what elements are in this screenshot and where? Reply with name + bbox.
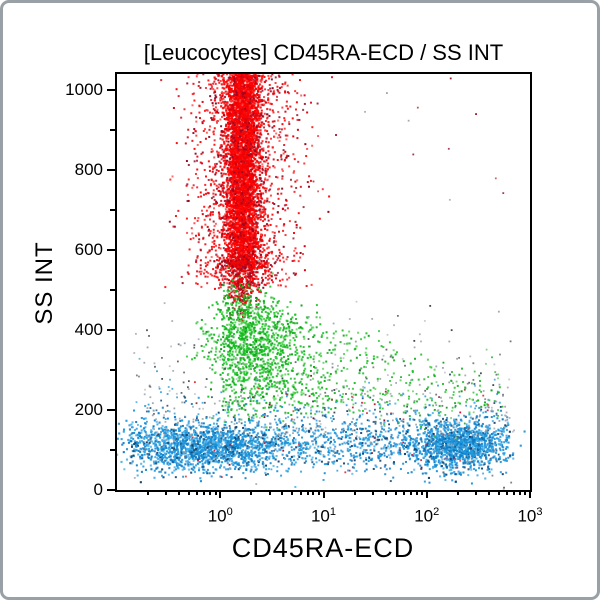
- x-minor-tick: [384, 490, 387, 495]
- x-minor-tick: [497, 490, 500, 495]
- x-minor-tick: [518, 490, 521, 495]
- x-major-tick: [219, 490, 222, 498]
- x-minor-tick: [214, 490, 217, 495]
- x-minor-tick: [203, 490, 206, 495]
- x-minor-tick: [353, 490, 356, 495]
- x-minor-tick: [371, 490, 374, 495]
- x-minor-tick: [456, 490, 459, 495]
- y-major-tick: [107, 489, 116, 491]
- x-tick-label: 102: [414, 506, 440, 526]
- y-tick-label: 1000: [65, 80, 103, 99]
- x-major-tick: [322, 490, 325, 498]
- y-minor-tick: [110, 209, 116, 211]
- x-minor-tick: [409, 490, 412, 495]
- x-minor-tick: [165, 490, 168, 495]
- plot-title: [Leucocytes] CD45RA-ECD / SS INT: [143, 40, 504, 65]
- x-minor-tick: [513, 490, 515, 495]
- x-tick-label: 103: [517, 506, 543, 526]
- x-minor-tick: [506, 490, 509, 495]
- y-tick-label: 200: [74, 400, 103, 419]
- x-minor-tick: [306, 490, 309, 495]
- y-tick-label: 800: [74, 160, 103, 179]
- x-minor-tick: [415, 490, 418, 495]
- x-major-tick: [425, 490, 428, 498]
- x-minor-tick: [178, 490, 181, 495]
- y-minor-tick: [110, 449, 116, 451]
- x-axis-label: CD45RA-ECD: [231, 533, 415, 563]
- x-minor-tick: [312, 490, 315, 495]
- x-minor-tick: [209, 490, 212, 495]
- x-minor-tick: [188, 490, 191, 495]
- x-minor-tick: [317, 490, 320, 495]
- x-minor-tick: [475, 490, 477, 495]
- x-minor-tick: [250, 490, 253, 495]
- x-tick-label: 101: [310, 506, 337, 526]
- x-major-tick: [529, 490, 531, 498]
- y-tick-label: 0: [93, 480, 103, 499]
- y-minor-tick: [110, 129, 116, 131]
- y-minor-tick: [110, 289, 116, 291]
- x-minor-tick: [421, 490, 424, 495]
- y-major-tick: [107, 169, 116, 171]
- y-minor-tick: [110, 369, 116, 371]
- scatter-canvas: [117, 74, 530, 490]
- x-minor-tick: [147, 490, 150, 495]
- x-minor-tick: [487, 490, 490, 495]
- y-major-tick: [107, 409, 116, 411]
- x-minor-tick: [394, 490, 397, 495]
- y-tick-label: 600: [74, 240, 103, 259]
- y-major-tick: [107, 89, 116, 91]
- y-major-tick: [107, 329, 116, 331]
- x-minor-tick: [196, 490, 199, 495]
- y-major-tick: [107, 249, 116, 251]
- x-minor-tick: [299, 490, 302, 495]
- x-minor-tick: [268, 490, 271, 495]
- x-minor-tick: [291, 490, 294, 495]
- x-minor-tick: [524, 490, 527, 495]
- x-minor-tick: [281, 490, 284, 495]
- x-minor-tick: [402, 490, 405, 495]
- x-tick-label: 100: [207, 506, 233, 526]
- y-tick-label: 400: [74, 320, 103, 339]
